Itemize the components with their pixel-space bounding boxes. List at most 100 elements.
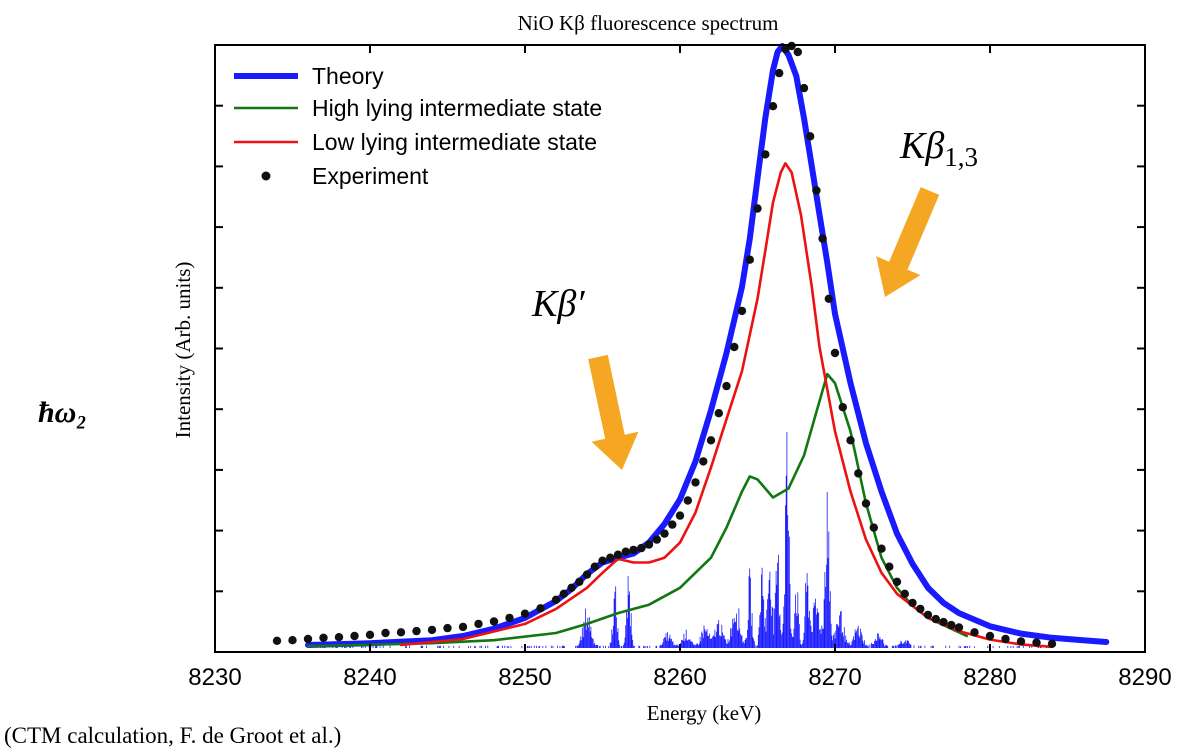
- experiment-point: [613, 550, 623, 559]
- experiment-point: [854, 469, 863, 478]
- experiment-point: [443, 623, 452, 633]
- legend-label: Experiment: [312, 163, 429, 189]
- experiment-point: [536, 604, 545, 613]
- legend-item-low-lying-intermediate-state: Low lying intermediate state: [234, 129, 597, 155]
- experiment-point: [954, 623, 964, 632]
- x-tick-label: 8290: [1118, 664, 1171, 691]
- experiment-point: [947, 620, 956, 630]
- experiment-point: [824, 294, 833, 303]
- experiment-point: [838, 403, 847, 412]
- experiment-point: [730, 342, 739, 352]
- experiment-point: [737, 306, 747, 316]
- experiment-point: [505, 613, 514, 623]
- experiment-point: [908, 598, 917, 608]
- experiment-point: [846, 436, 855, 445]
- experiment-point: [412, 626, 421, 636]
- experiment-point: [812, 186, 821, 195]
- y-axis-label: Intensity (Arb. units): [171, 262, 195, 439]
- x-tick-label: 8260: [653, 664, 706, 691]
- experiment-point: [699, 457, 708, 466]
- experiment-point: [1032, 638, 1041, 647]
- experiment-point: [396, 628, 406, 637]
- experiment-point: [753, 204, 762, 213]
- experiment-point: [923, 610, 933, 620]
- experiment-point: [590, 562, 599, 571]
- experiment-point: [970, 628, 979, 637]
- experiment-point: [939, 617, 948, 627]
- experiment-point: [582, 570, 592, 579]
- annotation-label: Kβ′: [531, 283, 585, 325]
- x-axis-label: Energy (keV): [647, 701, 762, 725]
- experiment-point: [830, 348, 840, 358]
- experiment-point: [768, 102, 778, 111]
- experiment-point: [806, 132, 815, 141]
- legend-label: Low lying intermediate state: [312, 129, 597, 155]
- experiment-point: [644, 540, 654, 549]
- experiment-point: [861, 499, 871, 508]
- experiment-point: [761, 150, 770, 159]
- experiment-point: [683, 496, 692, 505]
- experiment-point: [652, 535, 661, 544]
- experiment-point: [551, 595, 561, 604]
- series-experiment: [272, 41, 1057, 648]
- experiment-point: [660, 529, 669, 538]
- stick-spectrum: [309, 432, 1053, 648]
- legend-item-high-lying-intermediate-state: High lying intermediate state: [234, 95, 602, 121]
- experiment-point: [350, 631, 359, 641]
- legend-label: High lying intermediate state: [312, 95, 602, 121]
- experiment-point: [489, 617, 499, 626]
- experiment-point: [793, 47, 802, 57]
- experiment-point: [985, 631, 995, 641]
- experiment-point: [474, 619, 483, 629]
- experiment-point: [900, 589, 909, 598]
- experiment-point: [319, 633, 328, 642]
- experiment-point: [1047, 639, 1057, 648]
- series-high-lying-intermediate-state-line: [306, 372, 969, 648]
- chart-title: NiO Kβ fluorescence spectrum: [518, 11, 779, 35]
- experiment-point: [869, 523, 878, 532]
- legend-label: Theory: [312, 63, 384, 89]
- experiment-point: [559, 589, 568, 598]
- legend-item-experiment: Experiment: [261, 163, 429, 189]
- experiment-point: [691, 478, 700, 487]
- experiment-point: [575, 577, 584, 586]
- annotation-label: Kβ1,3: [899, 125, 978, 172]
- experiment-point: [606, 553, 615, 562]
- legend-item-theory: Theory: [234, 63, 384, 89]
- experiment-point: [334, 633, 344, 642]
- experiment-point: [288, 636, 297, 645]
- experiment-point: [818, 234, 827, 243]
- experiment-point: [303, 634, 313, 644]
- experiment-point: [892, 577, 902, 586]
- experiment-point: [668, 520, 677, 529]
- experiment-point: [775, 68, 784, 78]
- annotation-arrows: [588, 187, 940, 470]
- x-tick-label: 8250: [498, 664, 551, 691]
- series-layer: [272, 41, 1110, 649]
- experiment-point: [885, 562, 894, 571]
- experiment-point: [877, 544, 886, 553]
- experiment-point: [1001, 634, 1010, 644]
- annotation-arrow: [876, 187, 940, 297]
- experiment-point: [520, 609, 530, 618]
- experiment-point: [567, 583, 576, 592]
- experiment-point: [381, 628, 390, 638]
- x-tick-label: 8240: [343, 664, 396, 691]
- experiment-point: [1016, 637, 1026, 646]
- experiment-point: [675, 511, 685, 520]
- side-label: ħω₂: [38, 396, 87, 429]
- experiment-point: [621, 547, 630, 556]
- series-low-lying-intermediate-state-line: [399, 162, 1054, 649]
- annotation-arrow: [588, 354, 639, 470]
- caption: (CTM calculation, F. de Groot et al.): [4, 723, 341, 748]
- x-tick-label: 8280: [963, 664, 1016, 691]
- axes: 8230 8240 8250 8260 8270 8280 8290: [188, 44, 1172, 691]
- experiment-point: [706, 436, 716, 445]
- experiment-point: [722, 381, 731, 391]
- experiment-point: [916, 604, 925, 614]
- x-tick-label: 8270: [808, 664, 861, 691]
- experiment-point: [745, 255, 754, 264]
- experiment-point: [598, 556, 607, 565]
- experiment-point: [427, 625, 437, 635]
